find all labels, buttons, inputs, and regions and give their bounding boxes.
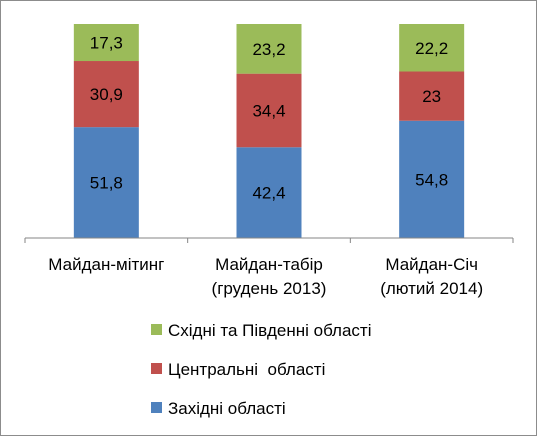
bars-layer: 51,8 30,9 17,3 42,4 34,4 23,2 54,8 23 22,2 [73,24,465,238]
bar-segment [236,24,302,74]
data-label: 42,4 [252,184,285,203]
legend-swatch [151,363,162,374]
category-label: Майдан-табір [215,255,323,274]
data-label: 22,2 [415,39,448,58]
category-label: (лютий 2014) [380,279,483,298]
data-label: 30,9 [90,85,123,104]
category-label: (грудень 2013) [212,279,327,298]
bar-segment [73,24,139,62]
bar-segment [73,127,139,238]
data-label: 54,8 [415,170,448,189]
bar-segment [399,71,465,121]
legend-label: Центральні області [168,360,325,379]
data-label: 23 [422,87,441,106]
legend: Східні та Південні області Центральні обл… [151,321,372,418]
data-label: 23,2 [252,40,285,59]
legend-swatch [151,402,162,413]
bar-segment [236,73,302,148]
bar-segment [236,147,302,238]
data-label: 34,4 [252,101,285,120]
legend-label: Західні області [168,399,286,418]
bar-segment [399,120,465,238]
bar-segment [73,61,139,128]
bar-segment [399,24,465,72]
x-axis [24,237,514,243]
legend-label: Східні та Південні області [168,321,372,340]
category-label: Майдан-мітинг [48,255,164,274]
data-label: 17,3 [90,34,123,53]
data-label: 51,8 [90,174,123,193]
category-labels: Майдан-мітинг Майдан-табір (грудень 2013) М… [48,255,483,298]
legend-swatch [151,324,162,335]
category-label: Майдан-Січ [385,255,478,274]
